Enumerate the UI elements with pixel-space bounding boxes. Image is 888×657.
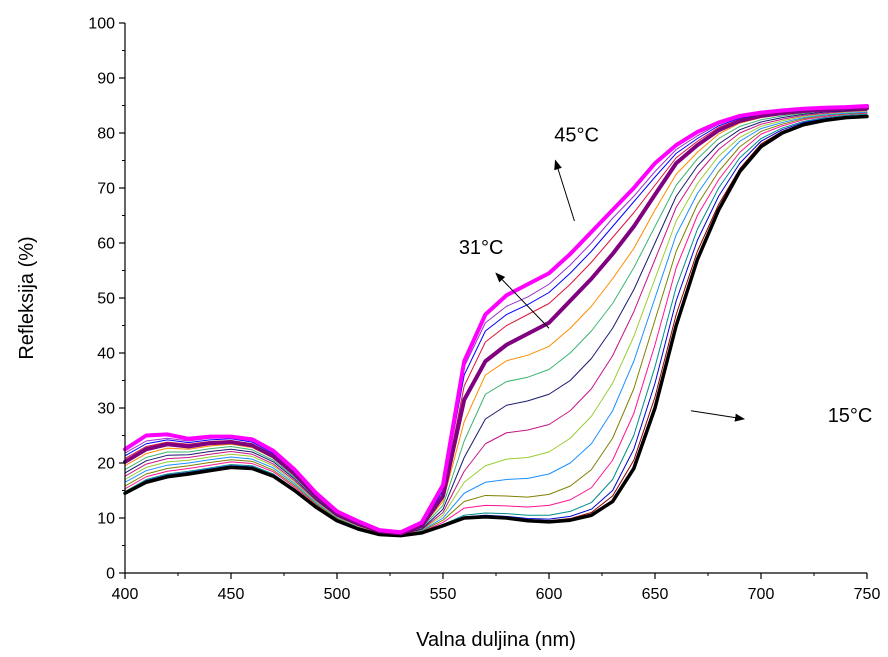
- series-line-15: [124, 106, 868, 534]
- annotation-label: 45°C: [554, 124, 599, 146]
- y-tick-label: 20: [97, 456, 115, 473]
- axes-layer: 400 450 500 550 600 650 700 750 0 10 20 30 40 50 60 70 8…: [88, 16, 880, 604]
- series-line-7: [124, 111, 868, 535]
- series-line-5: [124, 112, 868, 536]
- annotation-arrow: [690, 410, 746, 422]
- y-tick-label: 40: [97, 346, 115, 363]
- x-tick-label: 600: [536, 586, 563, 603]
- series-line-3: [124, 114, 868, 537]
- y-tick-label: 100: [88, 16, 115, 33]
- series-line-12: [124, 108, 868, 534]
- series-line-14: [124, 107, 868, 534]
- series-layer: [123, 104, 869, 538]
- series-line-9: [124, 109, 868, 535]
- y-tick-label: 30: [97, 401, 115, 418]
- series-line-17: [123, 104, 869, 535]
- annotation-arrow: [495, 272, 550, 329]
- x-tick-label: 500: [324, 586, 351, 603]
- annotation-label: 31°C: [459, 237, 504, 259]
- y-tick-label: 50: [97, 291, 115, 308]
- annotation-layer: 45°C 31°C 15°C: [459, 124, 873, 427]
- series-line-8: [124, 110, 868, 535]
- series-line-6: [124, 112, 868, 536]
- x-tick-label: 450: [218, 586, 245, 603]
- x-axis-title: Valna duljina (nm): [416, 629, 576, 651]
- annotation-arrow: [554, 159, 575, 222]
- series-line-11: [124, 108, 868, 535]
- y-tick-label: 60: [97, 236, 115, 253]
- y-axis-title: Refleksija (%): [16, 236, 38, 359]
- series-line-4: [124, 113, 868, 537]
- y-tick-label: 0: [106, 566, 115, 583]
- y-tick-label: 90: [97, 71, 115, 88]
- x-tick-label: 700: [748, 586, 775, 603]
- x-tick-label: 750: [854, 586, 881, 603]
- y-tick-label: 10: [97, 511, 115, 528]
- series-line-10: [124, 109, 868, 535]
- annotation-label: 15°C: [828, 405, 873, 427]
- x-tick-label: 400: [112, 586, 139, 603]
- y-tick-label: 80: [97, 126, 115, 143]
- series-line-1: [123, 114, 869, 538]
- x-tick-label: 550: [430, 586, 457, 603]
- y-tick-label: 70: [97, 181, 115, 198]
- series-line-13: [123, 106, 869, 536]
- x-tick-label: 650: [642, 586, 669, 603]
- series-line-2: [124, 115, 868, 537]
